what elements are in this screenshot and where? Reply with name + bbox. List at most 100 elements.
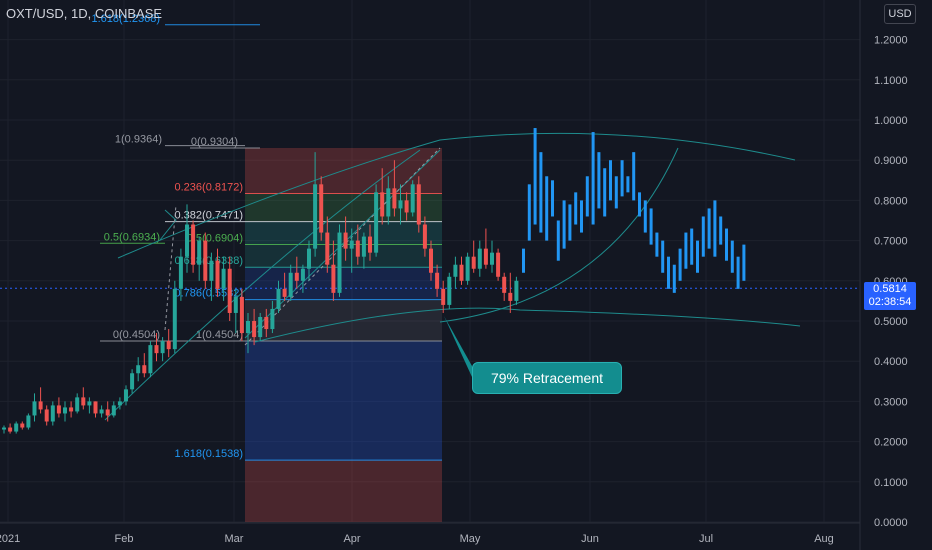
candle-body (325, 232, 330, 265)
candle-body (422, 224, 427, 249)
candle-body (105, 409, 110, 416)
y-tick-label: 0.3000 (874, 396, 908, 408)
channel-lines (0, 132, 860, 421)
y-tick-label: 0.9000 (874, 155, 908, 167)
candle-body (44, 409, 49, 422)
projection-bar (527, 184, 531, 241)
y-tick-label: 0.0000 (874, 517, 908, 529)
fib-zone (245, 340, 442, 461)
candle-body (191, 224, 196, 265)
candle-body (136, 365, 141, 374)
candle-body (56, 405, 61, 414)
projection-bar (725, 228, 728, 261)
candle-body (130, 373, 135, 390)
candle-body (81, 397, 86, 406)
candle-body (227, 268, 232, 313)
projection-bar (713, 200, 717, 257)
candle-body (185, 224, 189, 257)
candle-body (246, 321, 250, 334)
y-tick-label: 0.5000 (874, 316, 908, 328)
candle-body (337, 232, 342, 293)
candle-body (172, 288, 177, 350)
x-tick-label: Jun (581, 533, 599, 545)
x-tick-label: Feb (115, 533, 134, 545)
candle-body (361, 236, 366, 257)
candle-body (368, 236, 372, 253)
fib-level-label: 1.618(0.1538) (175, 448, 244, 460)
candle-body (404, 200, 409, 213)
fib-level-label: 1(0.9364) (115, 134, 162, 146)
projection-bar (568, 204, 572, 241)
currency-button[interactable]: USD (884, 4, 916, 24)
candle-body (453, 264, 458, 277)
x-tick-label: Jul (699, 533, 713, 545)
channel-line (117, 132, 796, 259)
fib-zone (245, 460, 442, 522)
current-price: 0.5814 (873, 283, 907, 295)
projection-bar (632, 152, 636, 201)
candle-body (465, 256, 470, 281)
candle-body (483, 248, 488, 265)
candle-body (410, 184, 415, 213)
candle-body (209, 260, 214, 281)
candle-body (514, 280, 519, 301)
projection-bar (556, 220, 560, 261)
candle-body (75, 397, 80, 412)
time-axis: 2021 Feb Mar Apr May Jun Jul Aug (0, 522, 860, 545)
fib-level-label: 0.5(0.6934) (104, 231, 160, 243)
projection-bar (551, 180, 554, 217)
candle-body (87, 401, 92, 406)
candle-body (288, 272, 293, 297)
candle-body (117, 401, 122, 406)
candle-body (319, 184, 324, 233)
projection-bar (742, 244, 746, 281)
candle-body (374, 192, 379, 253)
projection-bar (609, 160, 612, 201)
candle-body (233, 296, 238, 313)
candle-body (270, 308, 275, 330)
candle-body (8, 427, 13, 432)
grid-lines (0, 0, 860, 523)
y-tick-label: 0.4000 (874, 356, 908, 368)
projection-bar (678, 248, 682, 281)
candle-body (166, 341, 171, 350)
candle-body (349, 240, 354, 249)
channel-line (159, 209, 177, 241)
price-axis: 1.20001.10001.00000.90000.80000.70000.60… (859, 0, 908, 550)
projection-bar (591, 132, 595, 225)
candle-body (38, 401, 43, 410)
projection-bar (614, 176, 618, 209)
channel-line (439, 147, 679, 323)
current-price-tag: 0.5814 02:38:54 (864, 282, 916, 310)
projection-bar (643, 200, 647, 233)
projection-bar (649, 208, 653, 245)
retracement-callout[interactable]: 79% Retracement (472, 362, 622, 394)
candle-body (32, 401, 37, 416)
fib-zone (245, 221, 442, 245)
candle-body (264, 316, 269, 330)
candle-body (93, 401, 98, 414)
projection-bar (533, 128, 537, 225)
candle-body (2, 427, 6, 430)
candle-body (331, 264, 336, 293)
x-tick-label: Mar (225, 533, 244, 545)
y-tick-label: 1.1000 (874, 75, 908, 87)
candle-body (502, 276, 507, 293)
projection-bar (696, 240, 699, 273)
projection-bar (684, 232, 688, 269)
projection-bar (730, 240, 734, 273)
candle-body (355, 240, 360, 257)
fib-level-label: 0.236(0.8172) (175, 181, 244, 193)
fib-level-label: 0.786(0.5532) (175, 288, 244, 300)
candle-body (160, 341, 165, 354)
fib-zone (245, 299, 442, 341)
x-tick-label: May (460, 533, 481, 545)
fib-level-label: 0.5(0.6904) (187, 232, 243, 244)
y-tick-label: 0.8000 (874, 195, 908, 207)
projection-bar (655, 232, 659, 257)
candle-body (435, 272, 440, 289)
ticker-label[interactable]: OXT/USD, 1D, COINBASE (6, 6, 163, 21)
candle-body (294, 272, 299, 281)
candle-body (258, 316, 263, 338)
